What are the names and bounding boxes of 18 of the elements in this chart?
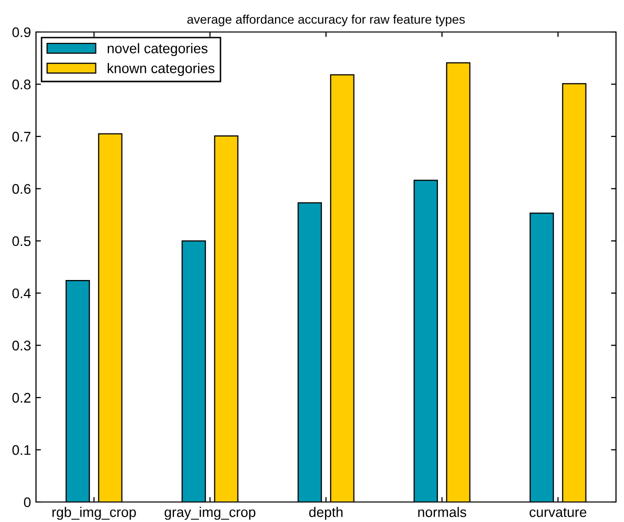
x-tick-label: normals	[418, 506, 466, 518]
x-tick-label: curvature	[530, 508, 586, 518]
x-tick-label: depth	[309, 506, 342, 520]
y-tick-label: 0.6	[12, 184, 31, 194]
y-tick-label: 0.8	[12, 80, 31, 90]
y-tick-label: 0	[24, 497, 31, 508]
y-tick-label: 0.7	[12, 132, 30, 142]
y-tick-label: 0.3	[12, 340, 31, 351]
y-tick-label: 0.9	[12, 27, 30, 38]
y-tick-label: 0.2	[12, 392, 30, 403]
chart-title: average affordance accuracy for raw feature types	[187, 14, 465, 26]
y-tick-label: 0.5	[12, 236, 31, 246]
y-tick-label: 0.1	[12, 445, 30, 455]
legend-label: known categories	[108, 63, 214, 76]
y-tick-label: 0.4	[12, 288, 31, 298]
legend-label: novel categories	[108, 43, 208, 56]
x-tick-label: gray_img_crop	[164, 506, 256, 520]
x-tick-label: rgb_img_crop	[52, 506, 136, 520]
